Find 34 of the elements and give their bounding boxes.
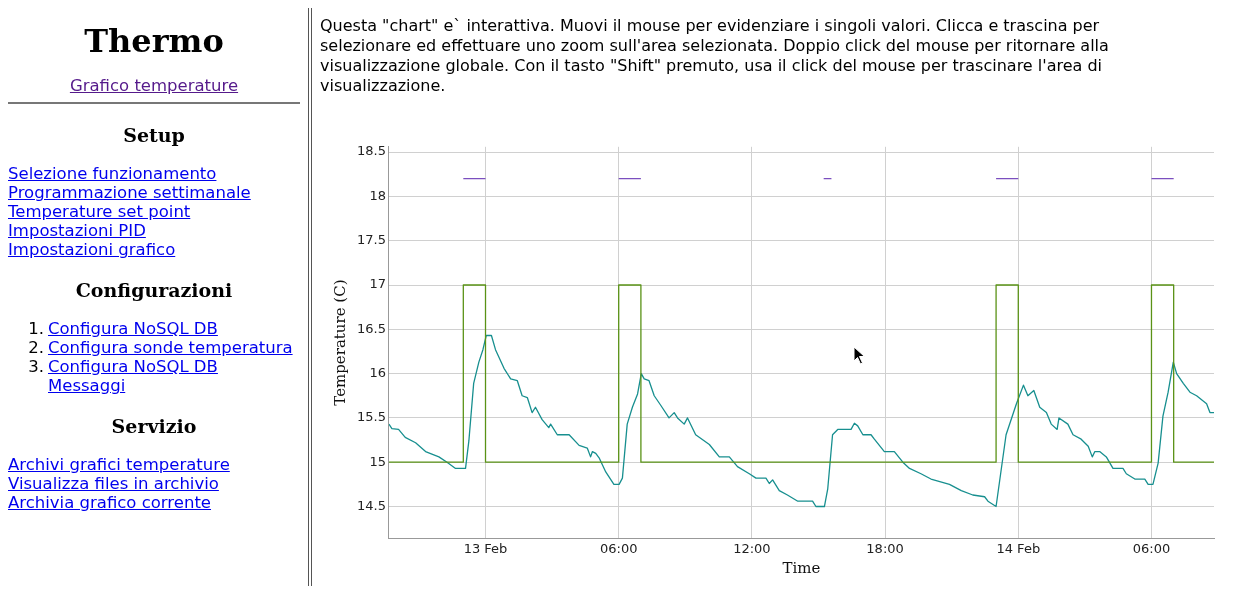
- text: Thermo: [83, 22, 225, 60]
- y-tick-label: 18.5: [356, 143, 386, 159]
- text: 3. Configura NoSQL DB Messaggi: [27, 357, 218, 395]
- text: Servizio: [110, 415, 198, 437]
- x-tick-label: 13 Feb: [463, 540, 508, 556]
- y-tick-label: 16.5: [356, 320, 386, 336]
- y-tick-label: 17.5: [356, 232, 386, 248]
- x-tick-label: 14 Feb: [996, 540, 1041, 556]
- x-tick-label: 12:00: [733, 540, 771, 556]
- text: Archivia grafico corrente: [8, 493, 212, 512]
- x-tick-label: 06:00: [599, 540, 638, 556]
- x-axis-title: Time: [782, 558, 821, 577]
- text: Impostazioni grafico: [8, 240, 176, 259]
- y-axis-title: Temperature (C): [330, 279, 349, 406]
- text: Visualizza files in archivio: [8, 474, 219, 493]
- text: 1. Configura NoSQL DB: [27, 319, 218, 338]
- chart-subtitle: Questa "chart" e` interattiva. Muovi il mouse per evidenziare i singoli valori. Clicca e trascina per selezionare ed effettuare uno zoom sull'area selezionata. Doppio click del mouse per ritornare alla visualizzazione globale. Con il tasto "Shift" premuto, usa il click del mouse per trascinare l'area di visualizzazione.: [320, 16, 1110, 96]
- y-tick-label: 18: [369, 187, 386, 203]
- text: Setup: [122, 124, 186, 146]
- y-tick-label: 17: [369, 276, 386, 292]
- y-tick-label: 15: [369, 453, 386, 469]
- x-tick-label: 18:00: [866, 540, 904, 556]
- text: Configurazioni: [74, 279, 234, 301]
- y-tick-label: 16: [369, 364, 386, 380]
- y-tick-label: 14.5: [356, 497, 386, 513]
- text: Programmazione settimanale: [8, 183, 251, 202]
- y-tick-label: 15.5: [356, 409, 386, 425]
- text: Archivi grafici temperature: [8, 455, 230, 474]
- text: Grafico temperature: [69, 76, 239, 95]
- x-tick-label: 06:00: [1132, 540, 1171, 556]
- text: Impostazioni PID: [8, 221, 146, 240]
- text: Selezione funzionamento: [8, 164, 217, 183]
- text: Temperature set point: [8, 202, 191, 221]
- text: 2. Configura sonde temperatura: [27, 338, 293, 357]
